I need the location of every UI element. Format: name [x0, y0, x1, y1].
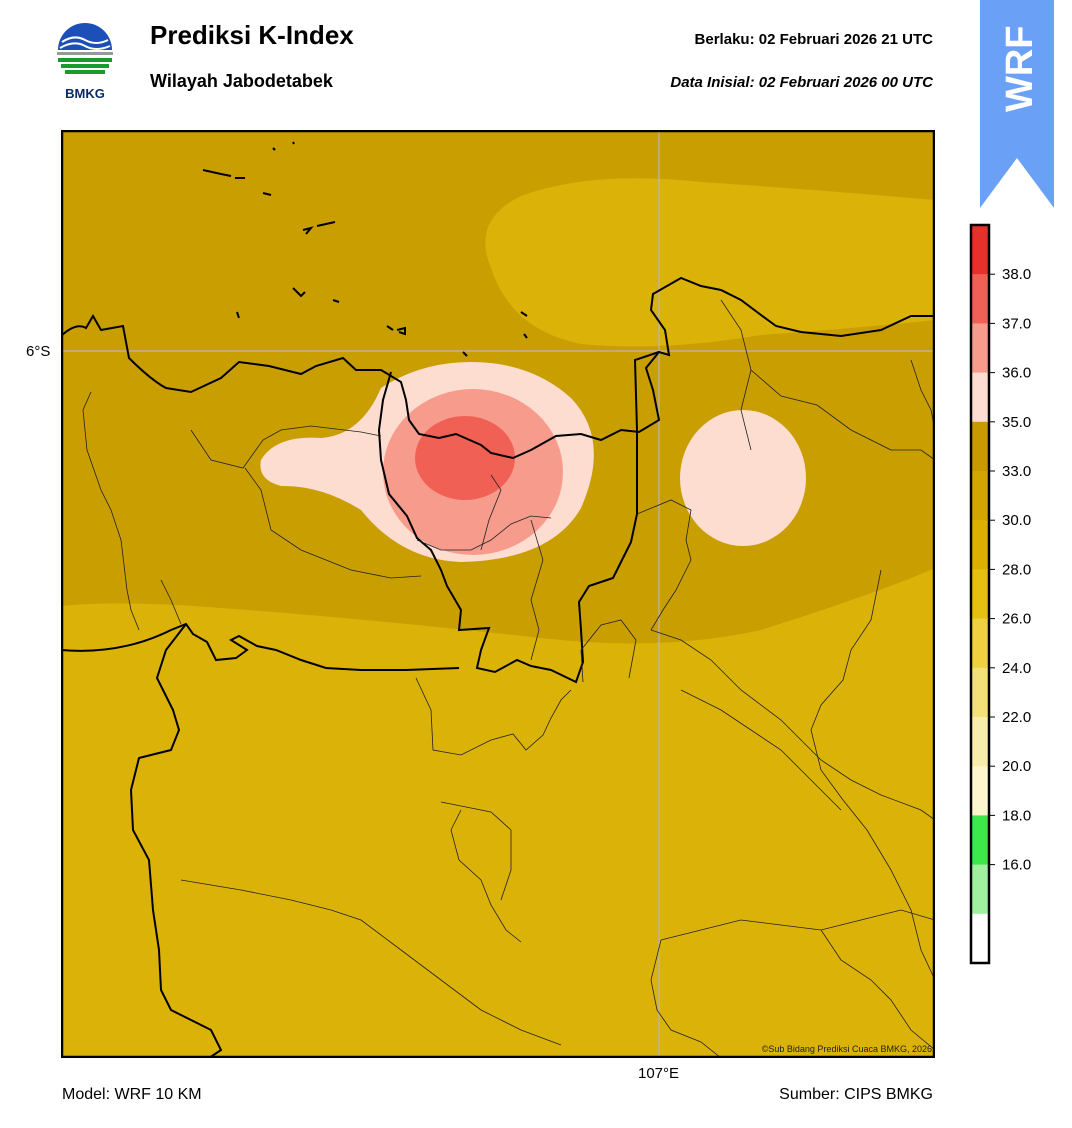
colorbar-tick-label: 16.0 — [1002, 857, 1031, 874]
colorbar-tick-label: 18.0 — [1002, 807, 1031, 824]
colorbar-tick-label: 22.0 — [1002, 709, 1031, 726]
bmkg-logo-text: BMKG — [65, 86, 105, 101]
colorbar-band — [971, 815, 989, 866]
lat-label: 6°S — [26, 343, 51, 360]
colorbar-tick-label: 26.0 — [1002, 611, 1031, 628]
lon-label: 107°E — [638, 1065, 680, 1082]
init-time-label: Data Inisial: 02 Februari 2026 00 UTC — [670, 74, 933, 91]
bmkg-logo: BMKG — [57, 23, 113, 101]
thousand-islands — [202, 141, 528, 357]
colorbar-tick-label: 35.0 — [1002, 414, 1031, 431]
colorbar-band — [971, 618, 989, 669]
field-ne-28-30 — [485, 178, 935, 347]
field-37-38 — [415, 416, 515, 500]
dki-jabar-boundary — [377, 351, 660, 684]
colorbar-tick-label: 20.0 — [1002, 758, 1031, 775]
colorbar-frame — [969, 223, 991, 965]
banten-jabar-boundary — [129, 623, 223, 1058]
colorbar-band — [971, 864, 989, 915]
colorbar-band — [971, 667, 989, 718]
colorbar-tick-label: 38.0 — [1002, 266, 1031, 283]
colorbar-tick-label: 36.0 — [1002, 365, 1031, 382]
colorbar-tick-label: 37.0 — [1002, 315, 1031, 332]
colorbar-band — [971, 471, 989, 521]
colorbar-band — [971, 274, 989, 324]
colorbar-band — [971, 717, 989, 767]
colorbar-band — [971, 323, 989, 374]
colorbar-tick-label: 24.0 — [1002, 660, 1031, 677]
regency-boundaries — [82, 299, 935, 1058]
colorbar-band — [971, 372, 989, 423]
colorbar: 38.0 37.0 36.0 35.0 33.0 30.0 28.0 26.0 24.0 22.0… — [969, 223, 1031, 965]
page-subtitle: Wilayah Jabodetabek — [150, 71, 333, 91]
colorbar-band — [971, 913, 989, 964]
colorbar-band — [971, 421, 989, 472]
colorbar-band — [971, 520, 989, 570]
wrf-badge: WRF — [980, 0, 1054, 208]
model-label: Model: WRF 10 KM — [62, 1086, 202, 1103]
map-frame — [61, 130, 935, 1058]
colorbar-tick-label: 30.0 — [1002, 512, 1031, 529]
colorbar-band — [971, 225, 989, 275]
source-label: Sumber: CIPS BMKG — [779, 1086, 933, 1103]
page-title: Prediksi K-Index — [150, 20, 354, 50]
copyright-note: ©Sub Bidang Prediksi Cuaca BMKG, 2026 — [761, 1044, 932, 1054]
wrf-badge-text: WRF — [999, 25, 1041, 112]
coastline — [61, 276, 935, 460]
k-index-map — [61, 130, 935, 1058]
colorbar-tick-label: 33.0 — [1002, 463, 1031, 480]
colorbar-tick-label: 28.0 — [1002, 561, 1031, 578]
colorbar-band — [971, 766, 989, 816]
valid-time-label: Berlaku: 02 Februari 2026 21 UTC — [694, 31, 933, 48]
field-east-35-36 — [680, 410, 806, 546]
colorbar-band — [971, 569, 989, 620]
